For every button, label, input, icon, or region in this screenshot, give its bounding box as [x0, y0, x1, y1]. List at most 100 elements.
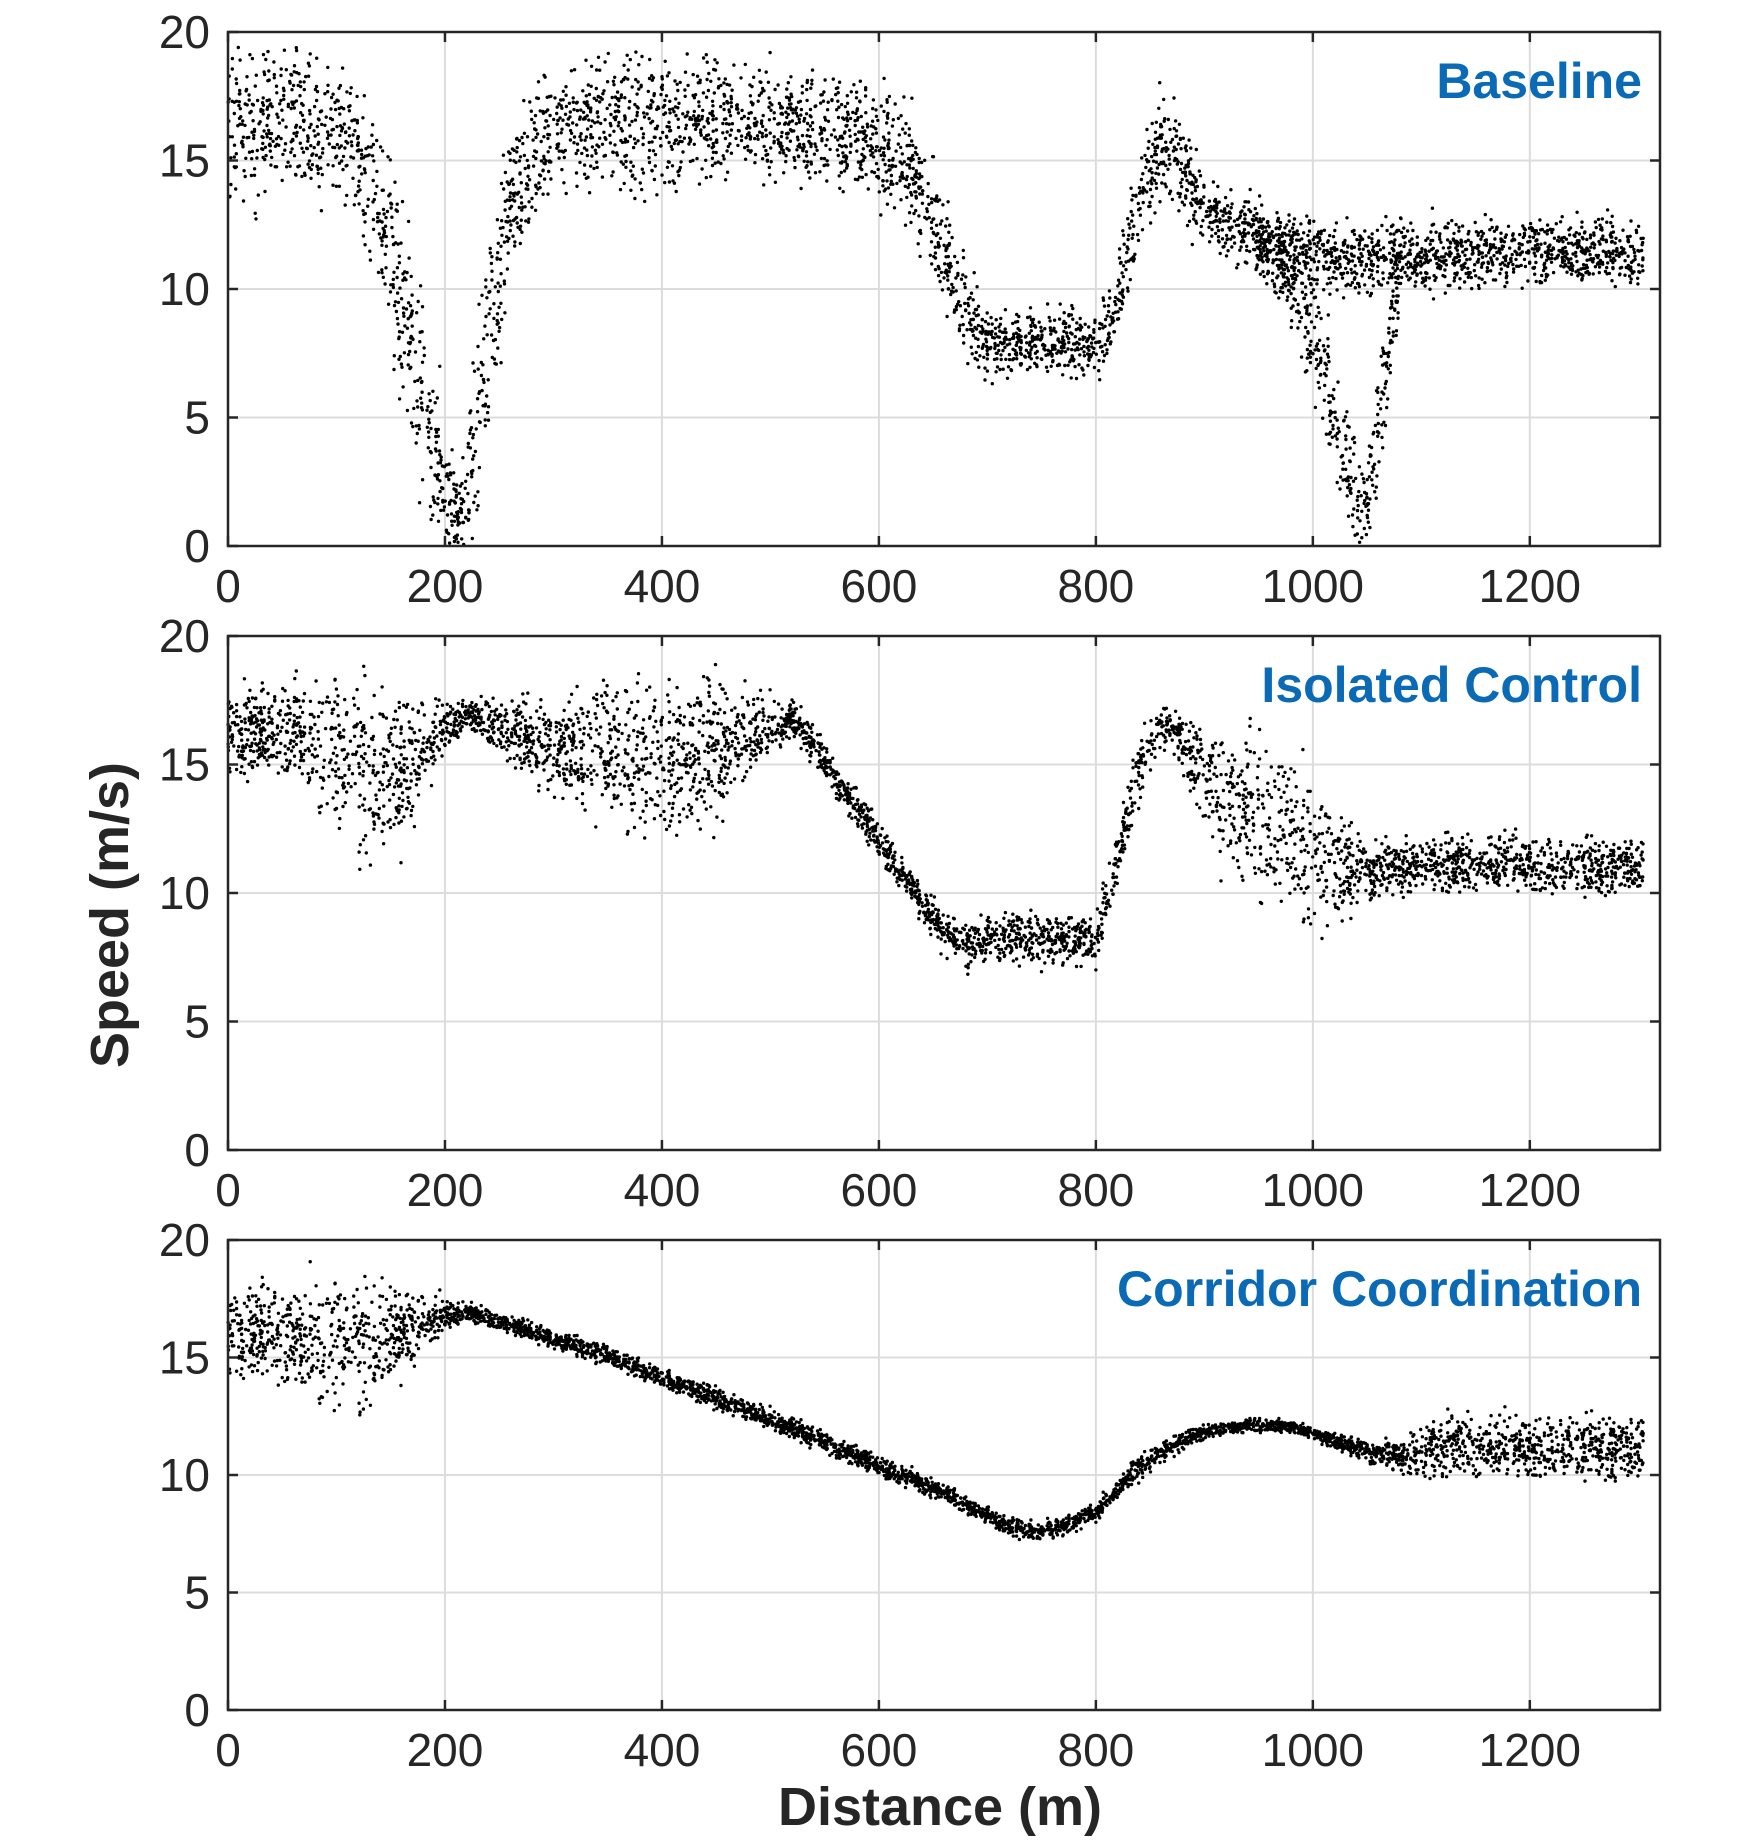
- data-point: [648, 57, 652, 62]
- data-point: [272, 76, 276, 80]
- data-point: [1307, 239, 1311, 243]
- data-point: [668, 99, 672, 104]
- data-point: [1381, 271, 1385, 275]
- data-point: [1577, 232, 1582, 236]
- data-point: [1025, 367, 1030, 372]
- data-point: [505, 267, 510, 271]
- data-point: [1560, 255, 1564, 260]
- data-point: [1523, 264, 1528, 269]
- data-point: [1003, 308, 1008, 312]
- data-point: [725, 170, 730, 174]
- data-point: [660, 75, 664, 79]
- data-point: [722, 117, 727, 122]
- data-point: [1148, 187, 1153, 192]
- data-point: [1299, 355, 1304, 359]
- data-point: [1462, 280, 1467, 284]
- data-point: [636, 80, 640, 84]
- data-point: [1581, 273, 1585, 278]
- data-point: [933, 256, 938, 260]
- data-point: [826, 100, 830, 104]
- data-point: [556, 142, 561, 146]
- data-point: [1226, 219, 1231, 223]
- data-point: [957, 300, 961, 304]
- data-point: [799, 107, 804, 112]
- data-point: [964, 275, 968, 279]
- data-point: [309, 144, 313, 148]
- data-point: [1004, 357, 1008, 361]
- data-point: [487, 312, 491, 316]
- data-point: [616, 104, 621, 109]
- data-point: [1363, 229, 1367, 233]
- data-point: [329, 95, 334, 100]
- data-point: [1560, 215, 1564, 219]
- data-point: [295, 70, 299, 75]
- data-point: [410, 293, 414, 297]
- data-point: [994, 351, 998, 355]
- data-point: [698, 80, 702, 85]
- data-point: [1613, 284, 1618, 289]
- data-point: [1092, 336, 1096, 340]
- data-point: [455, 483, 459, 487]
- data-point: [1141, 189, 1145, 193]
- data-point: [856, 160, 861, 164]
- data-point: [1001, 348, 1005, 353]
- data-point: [1154, 171, 1158, 175]
- data-point: [590, 154, 594, 158]
- data-point: [1345, 216, 1349, 220]
- data-point: [1500, 244, 1505, 248]
- data-point: [1370, 478, 1374, 482]
- data-point: [1128, 796, 1133, 800]
- data-point: [1430, 206, 1435, 210]
- data-point: [586, 106, 591, 110]
- data-point: [1150, 171, 1154, 175]
- data-point: [1430, 247, 1434, 252]
- data-point: [1468, 257, 1472, 261]
- data-point: [1625, 235, 1630, 239]
- data-point: [392, 367, 396, 372]
- data-point: [769, 108, 773, 113]
- data-point: [849, 801, 853, 805]
- data-point: [921, 189, 925, 193]
- data-point: [382, 212, 386, 216]
- data-point: [454, 488, 458, 492]
- data-point: [638, 181, 642, 185]
- data-point: [1331, 427, 1335, 431]
- data-point: [364, 146, 368, 151]
- data-point: [568, 115, 572, 119]
- data-point: [917, 185, 921, 189]
- data-point: [418, 376, 422, 380]
- data-point: [1130, 256, 1134, 260]
- data-point: [1087, 348, 1091, 352]
- data-point: [262, 129, 266, 133]
- data-point: [819, 93, 823, 97]
- data-point: [1489, 256, 1493, 260]
- data-point: [299, 111, 303, 115]
- data-point: [1287, 233, 1291, 237]
- data-point: [1336, 426, 1341, 430]
- data-point: [580, 151, 584, 156]
- data-point: [686, 83, 690, 88]
- data-point: [963, 308, 968, 313]
- data-point: [1101, 326, 1105, 330]
- data-point: [552, 117, 556, 122]
- data-point: [382, 754, 386, 759]
- data-point: [1039, 357, 1044, 361]
- data-point: [793, 158, 797, 163]
- data-point: [1164, 185, 1168, 189]
- data-point: [302, 128, 306, 132]
- data-point: [284, 165, 289, 169]
- y-tick-label: 20: [159, 6, 210, 58]
- data-point: [395, 266, 400, 270]
- data-point: [769, 146, 773, 150]
- data-point: [1618, 239, 1622, 243]
- data-point: [394, 241, 398, 245]
- data-point: [375, 184, 379, 188]
- data-point: [1092, 330, 1096, 334]
- data-point: [1350, 271, 1354, 275]
- data-point: [433, 401, 437, 405]
- data-point: [368, 258, 373, 262]
- data-point: [1371, 465, 1375, 469]
- data-point: [857, 175, 862, 179]
- data-point: [1146, 181, 1150, 185]
- data-point: [647, 156, 651, 160]
